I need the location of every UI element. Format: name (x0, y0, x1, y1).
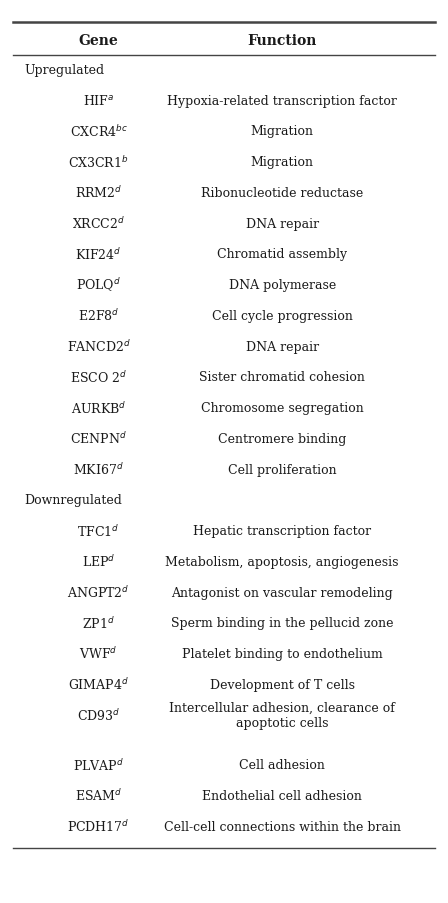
Text: XRCC2$^{d}$: XRCC2$^{d}$ (72, 216, 125, 232)
Text: GIMAP4$^{d}$: GIMAP4$^{d}$ (68, 676, 129, 693)
Text: Centromere binding: Centromere binding (218, 433, 346, 445)
Text: Intercellular adhesion, clearance of
apoptotic cells: Intercellular adhesion, clearance of apo… (169, 701, 395, 730)
Text: Endothelial cell adhesion: Endothelial cell adhesion (202, 789, 362, 802)
Text: Ribonucleotide reductase: Ribonucleotide reductase (201, 187, 363, 200)
Text: Sister chromatid cohesion: Sister chromatid cohesion (199, 371, 365, 384)
Text: ESAM$^{d}$: ESAM$^{d}$ (75, 787, 122, 804)
Text: POLQ$^{d}$: POLQ$^{d}$ (76, 276, 121, 294)
Text: HIF$^{a}$: HIF$^{a}$ (83, 94, 114, 108)
Text: Migration: Migration (251, 126, 314, 138)
Text: Gene: Gene (79, 33, 118, 48)
Text: RRM2$^{d}$: RRM2$^{d}$ (75, 185, 122, 201)
Text: LEP$^{d}$: LEP$^{d}$ (82, 554, 115, 570)
Text: Cell-cell connections within the brain: Cell-cell connections within the brain (164, 820, 401, 833)
Text: MKI67$^{d}$: MKI67$^{d}$ (73, 461, 124, 478)
Text: ANGPT2$^{d}$: ANGPT2$^{d}$ (67, 584, 130, 600)
Text: VWF$^{d}$: VWF$^{d}$ (79, 646, 118, 662)
Text: Hypoxia-related transcription factor: Hypoxia-related transcription factor (167, 95, 397, 107)
Text: ESCO 2$^{d}$: ESCO 2$^{d}$ (70, 369, 127, 386)
Text: Cell adhesion: Cell adhesion (239, 759, 325, 771)
Text: DNA repair: DNA repair (246, 340, 319, 353)
Text: PCDH17$^{d}$: PCDH17$^{d}$ (67, 818, 130, 834)
Text: Chromatid assembly: Chromatid assembly (217, 248, 347, 261)
Text: E2F8$^{d}$: E2F8$^{d}$ (78, 308, 119, 324)
Text: Downregulated: Downregulated (25, 494, 122, 507)
Text: Antagonist on vascular remodeling: Antagonist on vascular remodeling (172, 586, 393, 599)
Text: Chromosome segregation: Chromosome segregation (201, 402, 364, 414)
Text: KIF24$^{d}$: KIF24$^{d}$ (75, 247, 122, 263)
Text: Function: Function (248, 33, 317, 48)
Text: CXCR4$^{bc}$: CXCR4$^{bc}$ (70, 124, 127, 140)
Text: FANCD2$^{d}$: FANCD2$^{d}$ (67, 339, 130, 355)
Text: Metabolism, apoptosis, angiogenesis: Metabolism, apoptosis, angiogenesis (165, 555, 399, 568)
Text: ZP1$^{d}$: ZP1$^{d}$ (82, 615, 115, 631)
Text: Hepatic transcription factor: Hepatic transcription factor (193, 525, 371, 537)
Text: DNA polymerase: DNA polymerase (228, 279, 336, 292)
Text: Development of T cells: Development of T cells (210, 678, 355, 691)
Text: CENPN$^{d}$: CENPN$^{d}$ (70, 431, 127, 447)
Text: Migration: Migration (251, 156, 314, 169)
Text: Sperm binding in the pellucid zone: Sperm binding in the pellucid zone (171, 617, 393, 629)
Text: PLVAP$^{d}$: PLVAP$^{d}$ (73, 757, 124, 773)
Text: Upregulated: Upregulated (25, 64, 105, 77)
Text: Cell proliferation: Cell proliferation (228, 463, 336, 476)
Text: Cell cycle progression: Cell cycle progression (212, 310, 353, 322)
Text: Platelet binding to endothelium: Platelet binding to endothelium (182, 647, 383, 660)
Text: CD93$^{d}$: CD93$^{d}$ (77, 707, 120, 723)
Text: TFC1$^{d}$: TFC1$^{d}$ (78, 523, 120, 539)
Text: CX3CR1$^{b}$: CX3CR1$^{b}$ (68, 154, 129, 171)
Text: DNA repair: DNA repair (246, 218, 319, 230)
Text: AURKB$^{d}$: AURKB$^{d}$ (71, 400, 126, 416)
